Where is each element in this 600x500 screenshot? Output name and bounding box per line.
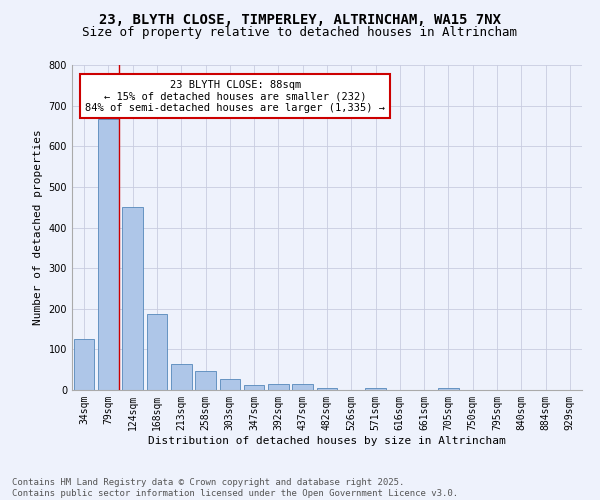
Bar [122, 207, 143, 390]
Bar [98, 119, 119, 390]
Bar [74, 339, 94, 390]
Bar [244, 385, 265, 390]
Text: Size of property relative to detached houses in Altrincham: Size of property relative to detached ho… [83, 26, 517, 39]
Text: 23 BLYTH CLOSE: 88sqm
← 15% of detached houses are smaller (232)
84% of semi-det: 23 BLYTH CLOSE: 88sqm ← 15% of detached … [85, 80, 385, 113]
Y-axis label: Number of detached properties: Number of detached properties [33, 130, 43, 326]
Bar [171, 364, 191, 390]
Bar [292, 384, 313, 390]
X-axis label: Distribution of detached houses by size in Altrincham: Distribution of detached houses by size … [148, 436, 506, 446]
Bar [438, 388, 459, 390]
Bar [146, 314, 167, 390]
Text: 23, BLYTH CLOSE, TIMPERLEY, ALTRINCHAM, WA15 7NX: 23, BLYTH CLOSE, TIMPERLEY, ALTRINCHAM, … [99, 12, 501, 26]
Bar [220, 379, 240, 390]
Bar [317, 388, 337, 390]
Bar [268, 384, 289, 390]
Bar [365, 388, 386, 390]
Text: Contains HM Land Registry data © Crown copyright and database right 2025.
Contai: Contains HM Land Registry data © Crown c… [12, 478, 458, 498]
Bar [195, 372, 216, 390]
